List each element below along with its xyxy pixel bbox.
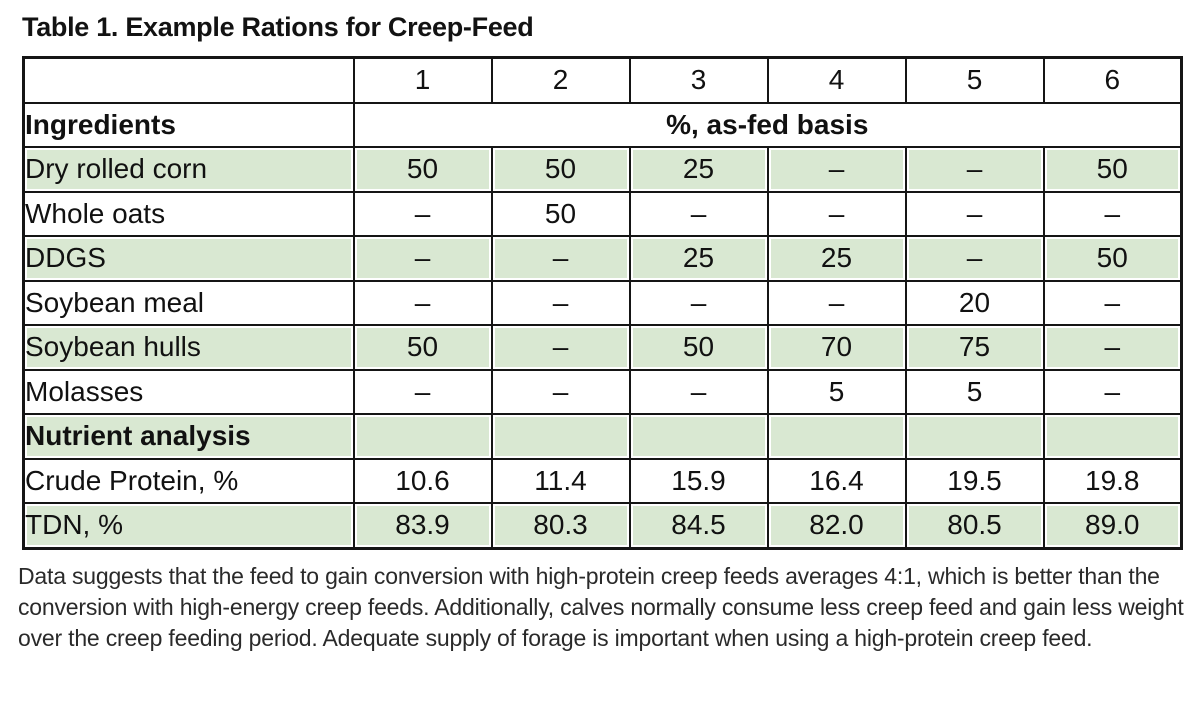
column-header-row: 1 2 3 4 5 6	[22, 56, 1183, 104]
cell-value: –	[1042, 368, 1183, 415]
row-label: Nutrient analysis	[22, 413, 355, 460]
table-title: Table 1. Example Rations for Creep-Feed	[22, 12, 534, 42]
table-row: TDN, % 83.9 80.3 84.5 82.0 80.5 89.0	[22, 502, 1183, 549]
cell-value: 82.0	[766, 502, 907, 549]
cell-value: 50	[1042, 235, 1183, 282]
cell-value: 15.9	[628, 457, 769, 504]
cell-value: 83.9	[352, 502, 493, 549]
cell-value	[628, 413, 769, 460]
cell-value: –	[1042, 279, 1183, 326]
cell-value: –	[904, 235, 1045, 282]
cell-value: 70	[766, 324, 907, 371]
cell-value: 19.8	[1042, 457, 1183, 504]
table-row: Crude Protein, % 10.6 11.4 15.9 16.4 19.5 19.…	[22, 457, 1183, 504]
row-label: TDN, %	[22, 502, 355, 549]
cell-value: 50	[352, 146, 493, 193]
row-label: Soybean meal	[22, 279, 355, 326]
cell-value: 25	[628, 235, 769, 282]
table-row: Dry rolled corn 50 50 25– –50	[22, 146, 1183, 193]
cell-value: 11.4	[490, 457, 631, 504]
cell-value	[1042, 413, 1183, 460]
cell-value	[490, 413, 631, 460]
cell-value: –	[766, 190, 907, 237]
cell-value: –	[628, 368, 769, 415]
cell-value: –	[490, 235, 631, 282]
footnote: Data suggests that the feed to gain conv…	[18, 561, 1200, 654]
row-label: DDGS	[22, 235, 355, 282]
creep-feed-ration-table: 1 2 3 4 5 6 Ingredients %, as-fed basis …	[22, 56, 1183, 550]
corner-blank-cell	[22, 56, 355, 104]
cell-value: –	[490, 324, 631, 371]
cell-value: 84.5	[628, 502, 769, 549]
column-header-3: 3	[628, 56, 769, 104]
table-row: Molasses – – –5 5–	[22, 368, 1183, 415]
cell-value: 75	[904, 324, 1045, 371]
cell-value	[352, 413, 493, 460]
footnote-line: conversion with high-energy creep feeds.…	[18, 593, 1184, 620]
table-row: DDGS – –25 25–50	[22, 235, 1183, 282]
cell-value: 5	[766, 368, 907, 415]
row-label: Soybean hulls	[22, 324, 355, 371]
table-row: Nutrient analysis	[22, 413, 1183, 460]
table-row: Whole oats –50– – – –	[22, 190, 1183, 237]
cell-value: –	[1042, 324, 1183, 371]
cell-value: –	[490, 279, 631, 326]
cell-value: 50	[490, 190, 631, 237]
column-header-6: 6	[1042, 56, 1183, 104]
row-label: Whole oats	[22, 190, 355, 237]
cell-value: –	[1042, 190, 1183, 237]
cell-value: –	[490, 368, 631, 415]
column-header-1: 1	[352, 56, 493, 104]
cell-value: 5	[904, 368, 1045, 415]
footnote-line: Data suggests that the feed to gain conv…	[18, 562, 1160, 589]
section-label-ingredients: Ingredients	[22, 101, 355, 148]
cell-value: 80.5	[904, 502, 1045, 549]
cell-value: –	[628, 279, 769, 326]
cell-value: 20	[904, 279, 1045, 326]
footnote-line: over the creep feeding period. Adequate …	[18, 624, 1093, 651]
row-label: Molasses	[22, 368, 355, 415]
cell-value	[766, 413, 907, 460]
cell-value: 50	[1042, 146, 1183, 193]
cell-value: –	[352, 190, 493, 237]
cell-value: 16.4	[766, 457, 907, 504]
column-header-2: 2	[490, 56, 631, 104]
cell-value: 50	[490, 146, 631, 193]
units-span-label: %, as-fed basis	[352, 101, 1183, 148]
cell-value	[904, 413, 1045, 460]
cell-value: 80.3	[490, 502, 631, 549]
row-label: Dry rolled corn	[22, 146, 355, 193]
cell-value: 25	[766, 235, 907, 282]
column-header-5: 5	[904, 56, 1045, 104]
cell-value: 50	[352, 324, 493, 371]
cell-value: –	[628, 190, 769, 237]
cell-value: –	[352, 235, 493, 282]
table-row: Soybean hulls 50–50 70 75–	[22, 324, 1183, 371]
cell-value: 19.5	[904, 457, 1045, 504]
cell-value: –	[352, 279, 493, 326]
cell-value: –	[352, 368, 493, 415]
column-header-4: 4	[766, 56, 907, 104]
cell-value: 25	[628, 146, 769, 193]
row-label: Crude Protein, %	[22, 457, 355, 504]
table-row: Soybean meal – – – –20–	[22, 279, 1183, 326]
section-header-row: Ingredients %, as-fed basis	[22, 101, 1183, 148]
cell-value: –	[766, 146, 907, 193]
cell-value: 10.6	[352, 457, 493, 504]
cell-value: –	[904, 190, 1045, 237]
cell-value: 50	[628, 324, 769, 371]
cell-value: –	[766, 279, 907, 326]
cell-value: –	[904, 146, 1045, 193]
cell-value: 89.0	[1042, 502, 1183, 549]
